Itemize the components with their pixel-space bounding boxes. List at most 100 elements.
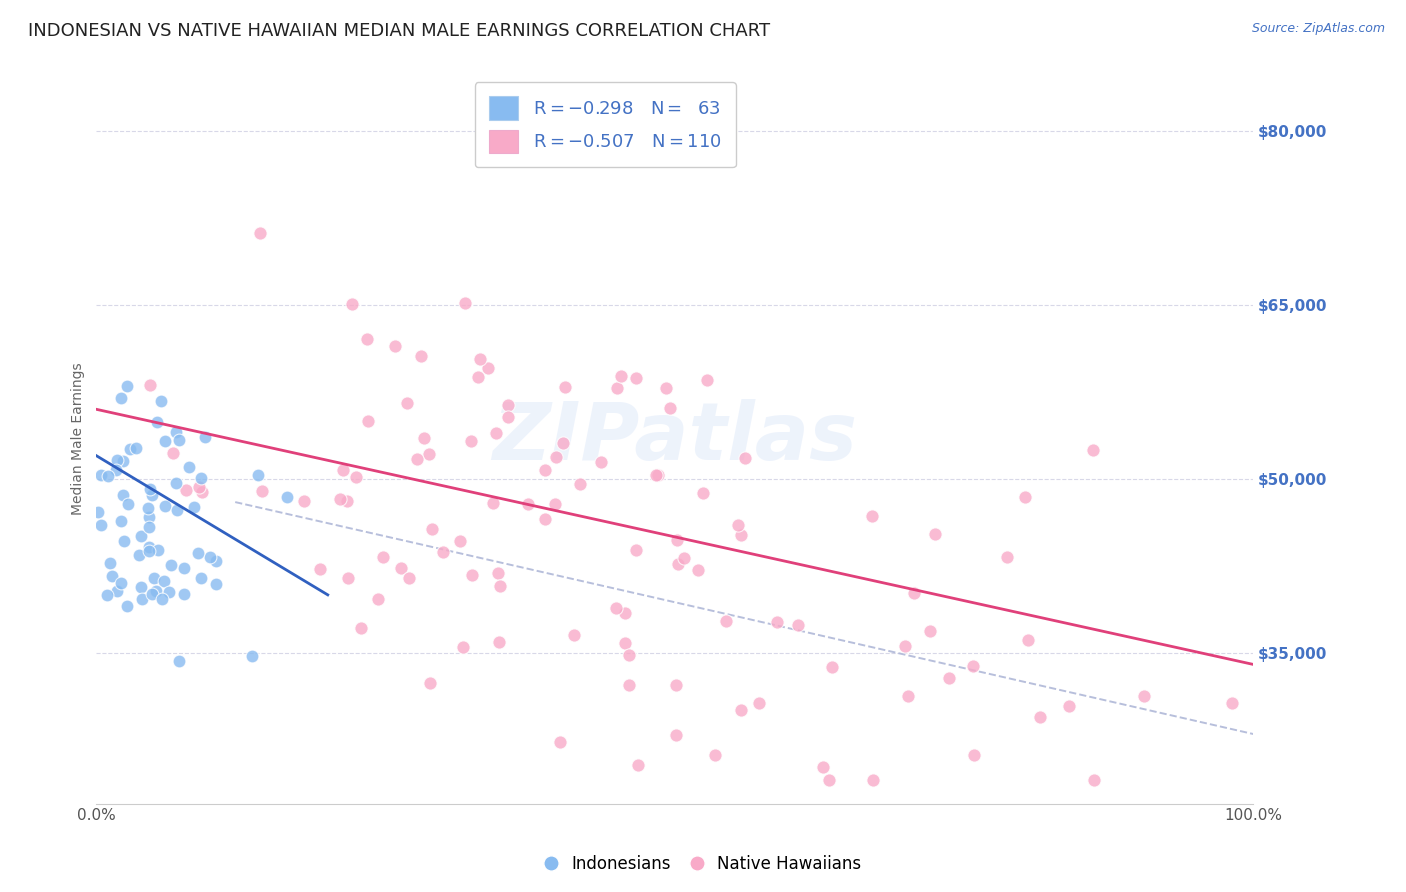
Point xyxy=(357,414,380,428)
Point xyxy=(191,484,214,499)
Point xyxy=(115,599,138,613)
Point xyxy=(665,533,688,547)
Point xyxy=(398,571,420,585)
Point xyxy=(550,735,572,749)
Point xyxy=(659,401,682,415)
Point xyxy=(692,485,714,500)
Point xyxy=(551,436,574,450)
Point xyxy=(344,470,367,484)
Point xyxy=(96,588,118,602)
Point xyxy=(141,587,163,601)
Point xyxy=(614,607,637,621)
Point xyxy=(432,544,454,558)
Point xyxy=(187,546,209,560)
Point xyxy=(153,434,176,448)
Point xyxy=(395,396,418,410)
Point xyxy=(418,676,440,690)
Point xyxy=(150,592,173,607)
Point xyxy=(205,554,228,568)
Point xyxy=(292,494,315,508)
Point xyxy=(734,451,756,466)
Point xyxy=(468,352,491,367)
Point xyxy=(613,636,636,650)
Point xyxy=(420,522,443,536)
Point xyxy=(342,297,364,311)
Point xyxy=(167,434,190,448)
Legend: Indonesians, Native Hawaiians: Indonesians, Native Hawaiians xyxy=(538,848,868,880)
Point xyxy=(371,549,394,564)
Point xyxy=(90,467,112,482)
Point xyxy=(138,540,160,554)
Point xyxy=(90,518,112,533)
Point xyxy=(162,446,184,460)
Point xyxy=(249,227,271,241)
Point xyxy=(356,332,378,346)
Point xyxy=(87,505,110,519)
Point xyxy=(672,551,695,566)
Point xyxy=(860,508,883,523)
Point xyxy=(105,453,128,467)
Point xyxy=(110,514,132,528)
Point xyxy=(409,349,432,363)
Point xyxy=(165,475,187,490)
Point xyxy=(167,654,190,668)
Point xyxy=(110,391,132,405)
Point xyxy=(153,574,176,588)
Point xyxy=(894,639,917,653)
Point xyxy=(554,380,576,394)
Point xyxy=(496,398,519,412)
Point xyxy=(129,529,152,543)
Point xyxy=(665,728,688,742)
Point xyxy=(131,592,153,607)
Point xyxy=(136,500,159,515)
Point xyxy=(655,381,678,395)
Point xyxy=(1083,773,1105,788)
Point xyxy=(610,369,633,384)
Point xyxy=(688,563,710,577)
Point xyxy=(115,379,138,393)
Point xyxy=(460,434,482,448)
Point xyxy=(143,571,166,585)
Point xyxy=(714,614,737,628)
Point xyxy=(665,678,688,692)
Point xyxy=(624,543,647,558)
Text: ZIPatlas: ZIPatlas xyxy=(492,400,858,477)
Point xyxy=(589,455,612,469)
Point xyxy=(129,580,152,594)
Point xyxy=(198,550,221,565)
Point xyxy=(308,562,330,576)
Point xyxy=(173,587,195,601)
Point xyxy=(336,571,359,585)
Point xyxy=(617,648,640,662)
Point xyxy=(141,488,163,502)
Point xyxy=(568,477,591,491)
Point xyxy=(995,550,1018,565)
Point xyxy=(786,618,808,632)
Point xyxy=(157,585,180,599)
Point xyxy=(821,660,844,674)
Point xyxy=(166,503,188,517)
Point xyxy=(389,560,412,574)
Point xyxy=(516,497,538,511)
Point xyxy=(1057,699,1080,714)
Point xyxy=(112,534,135,549)
Point xyxy=(645,467,668,482)
Point xyxy=(145,415,167,429)
Point xyxy=(138,543,160,558)
Point xyxy=(562,627,585,641)
Point xyxy=(606,381,628,395)
Point xyxy=(897,689,920,703)
Y-axis label: Median Male Earnings: Median Male Earnings xyxy=(72,362,86,515)
Point xyxy=(1014,490,1036,504)
Point xyxy=(139,482,162,496)
Text: INDONESIAN VS NATIVE HAWAIIAN MEDIAN MALE EARNINGS CORRELATION CHART: INDONESIAN VS NATIVE HAWAIIAN MEDIAN MAL… xyxy=(28,22,770,40)
Point xyxy=(647,468,669,483)
Point xyxy=(748,696,770,710)
Point xyxy=(467,369,489,384)
Point xyxy=(138,377,160,392)
Point xyxy=(105,583,128,598)
Point xyxy=(418,447,440,461)
Point xyxy=(384,339,406,353)
Point xyxy=(128,548,150,562)
Point xyxy=(534,511,557,525)
